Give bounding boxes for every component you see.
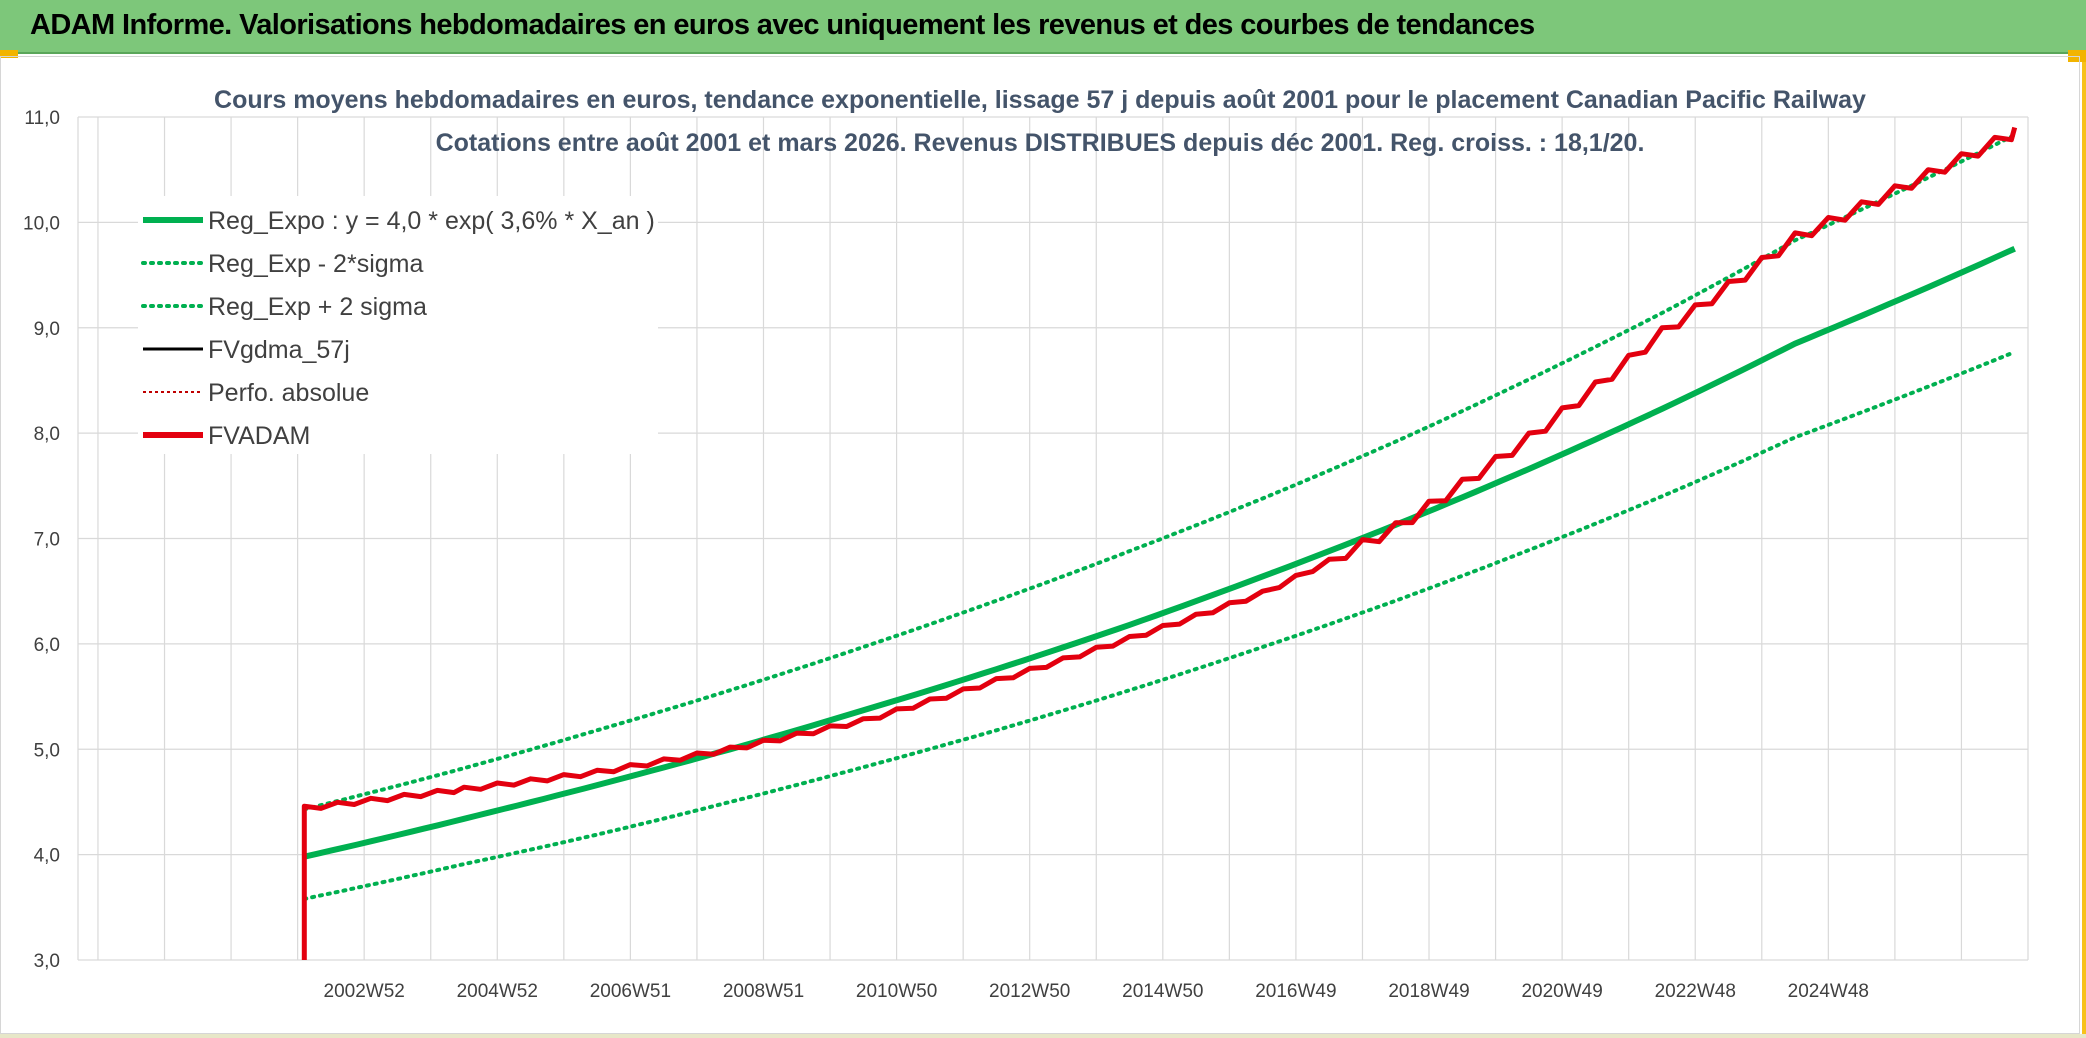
x-tick-label: 2020W49 — [1521, 981, 1602, 1002]
legend-label: FVgdma_57j — [208, 336, 350, 364]
y-tick-label: 7,0 — [34, 530, 60, 551]
x-tick-label: 2006W51 — [590, 981, 671, 1002]
legend-label: Perfo. absolue — [208, 379, 369, 407]
y-tick-label: 8,0 — [34, 424, 60, 445]
chart-area-frame — [0, 56, 2080, 1034]
x-tick-label: 2018W49 — [1388, 981, 1469, 1002]
x-tick-label: 2016W49 — [1255, 981, 1336, 1002]
legend-label: FVADAM — [208, 422, 310, 450]
report-title: ADAM Informe. Valorisations hebdomadaire… — [30, 9, 1535, 41]
x-tick-label: 2022W48 — [1655, 981, 1736, 1002]
y-tick-label: 5,0 — [34, 740, 60, 761]
y-tick-label: 9,0 — [34, 319, 60, 340]
report-banner: ADAM Informe. Valorisations hebdomadaire… — [0, 0, 2086, 54]
series-lines — [301, 126, 2018, 960]
x-tick-label: 2002W52 — [324, 981, 405, 1002]
y-tick-label: 11,0 — [24, 108, 60, 129]
y-tick-label: 3,0 — [34, 951, 60, 972]
series-line-reg-expo — [303, 245, 2016, 860]
legend: Reg_Expo : y = 4,0 * exp( 3,6% * X_an ) R… — [138, 196, 658, 454]
y-axis-tick-labels: 3,0 4,0 5,0 6,0 7,0 8,0 9,0 10,0 11,0 — [23, 108, 60, 972]
x-tick-label: 2004W52 — [457, 981, 538, 1002]
y-tick-label: 4,0 — [34, 846, 60, 867]
x-tick-label: 2024W48 — [1788, 981, 1869, 1002]
x-tick-label: 2012W50 — [989, 981, 1070, 1002]
legend-background — [138, 196, 658, 454]
right-edge-accent — [2082, 62, 2086, 1038]
x-tick-label: 2014W50 — [1122, 981, 1203, 1002]
series-line-fvadam — [301, 126, 2018, 960]
legend-label: Reg_Exp + 2 sigma — [208, 293, 427, 321]
y-tick-label: 10,0 — [23, 213, 60, 234]
x-axis-tick-labels: 2002W52 2004W52 2006W51 2008W51 2010W50 2012W… — [324, 981, 1870, 1002]
series-line-reg-exp-2-sigma — [302, 132, 2017, 812]
chart-title-line-2: Cotations entre août 2001 et mars 2026. … — [436, 129, 1645, 157]
banner-accent-left — [0, 50, 18, 58]
series-line-reg-exp-2-sigma — [302, 350, 2017, 901]
bottom-edge — [0, 1034, 2086, 1038]
chart-title-line-1: Cours moyens hebdomadaires en euros, ten… — [214, 86, 1866, 114]
legend-label: Reg_Exp - 2*sigma — [208, 250, 423, 278]
x-tick-label: 2008W51 — [723, 981, 804, 1002]
x-tick-label: 2010W50 — [856, 981, 937, 1002]
y-tick-label: 6,0 — [34, 635, 60, 656]
legend-label: Reg_Expo : y = 4,0 * exp( 3,6% * X_an ) — [208, 207, 655, 235]
